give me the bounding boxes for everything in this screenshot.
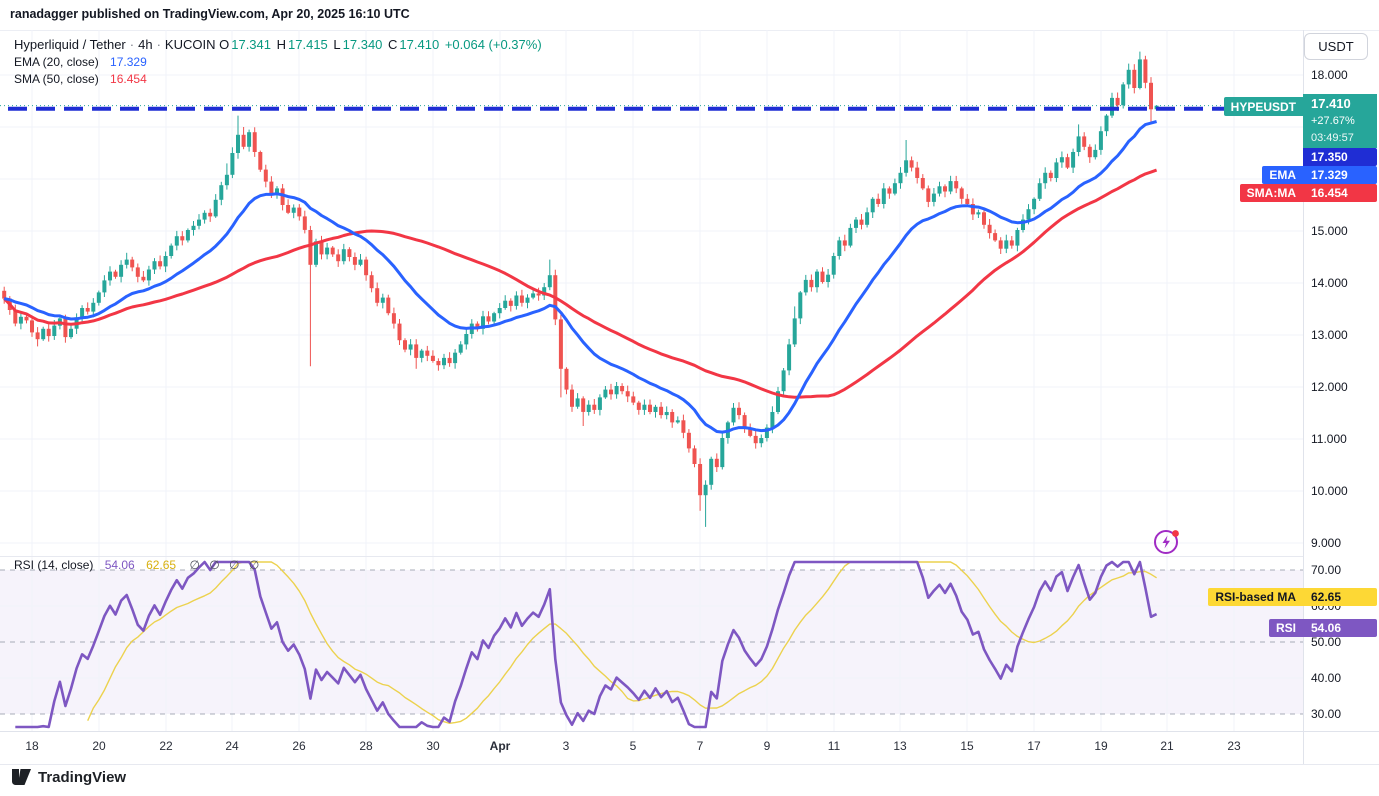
candle-countdown: 03:49:57 <box>1311 132 1354 144</box>
pane-divider[interactable] <box>0 556 1303 557</box>
time-tick-15: 15 <box>960 739 974 753</box>
ema-label: EMA (20, close) <box>14 55 99 69</box>
ema-price-badge: 17.329 <box>1303 166 1377 184</box>
sma-tag: SMA:MA <box>1239 184 1303 202</box>
time-tick-3: 3 <box>562 739 570 753</box>
alert-dot <box>1172 530 1179 537</box>
rsi-tick-70.00: 70.00 <box>1311 563 1342 577</box>
ohlc-values: O 17.341 H 17.415 L 17.340 C 17.410 +0.064 (… <box>219 37 542 52</box>
sma-value: 16.454 <box>110 72 147 86</box>
quick-trade-lightning-icon[interactable] <box>1152 526 1184 558</box>
time-tick-9: 9 <box>763 739 771 753</box>
rsi-label: RSI (14, close) <box>14 558 94 572</box>
rsi-line[interactable] <box>15 560 1158 729</box>
price-tick-11.000: 11.000 <box>1311 432 1347 446</box>
rsi-empty-slots: ∅ ∅ ∅ ∅ <box>189 558 263 572</box>
rsi-ma-value-badge: 62.65 <box>1303 588 1377 606</box>
time-tick-22: 22 <box>159 739 173 753</box>
currency-toggle-button[interactable]: USDT <box>1304 33 1368 60</box>
time-tick-5: 5 <box>629 739 637 753</box>
interval-label[interactable]: 4h <box>138 37 153 52</box>
time-tick-19: 19 <box>1094 739 1108 753</box>
price-change-percent: +27.67% <box>1311 115 1355 127</box>
price-tick-18.000: 18.000 <box>1311 68 1348 82</box>
tradingview-brand-link[interactable]: TradingView <box>12 769 126 786</box>
price-axis-border <box>1303 30 1304 764</box>
rsi-tick-50.00: 50.00 <box>1311 635 1342 649</box>
rsi-pane[interactable] <box>0 557 1303 731</box>
time-tick-13: 13 <box>893 739 907 753</box>
price-tick-13.000: 13.000 <box>1311 328 1348 342</box>
time-tick-18: 18 <box>25 739 39 753</box>
rsi-tick-40.00: 40.00 <box>1311 671 1342 685</box>
ema-tag: EMA <box>1262 166 1303 184</box>
exchange-label[interactable]: KUCOIN <box>164 37 216 52</box>
close-value: 17.410 <box>399 37 440 52</box>
price-tick-9.000: 9.000 <box>1311 536 1342 550</box>
time-tick-23: 23 <box>1227 739 1241 753</box>
price-pane[interactable] <box>0 30 1303 556</box>
time-tick-21: 21 <box>1160 739 1174 753</box>
price-tick-15.000: 15.000 <box>1311 224 1348 238</box>
time-tick-Apr: Apr <box>489 739 511 753</box>
time-tick-30: 30 <box>426 739 440 753</box>
last-price: 17.410 <box>1311 96 1351 111</box>
time-tick-11: 11 <box>827 739 841 753</box>
high-value: 17.415 <box>288 37 328 52</box>
ema-value: 17.329 <box>110 55 147 69</box>
rsi-tag: RSI <box>1268 619 1303 637</box>
rsi-ma-tag: RSI-based MA <box>1208 588 1303 606</box>
time-tick-28: 28 <box>359 739 373 753</box>
sma-legend-row[interactable]: SMA (50, close) 16.454 <box>14 72 147 86</box>
tradingview-brand-text: TradingView <box>38 769 127 786</box>
price-tick-12.000: 12.000 <box>1311 380 1348 394</box>
time-tick-20: 20 <box>92 739 106 753</box>
rsi-tick-30.00: 30.00 <box>1311 707 1342 721</box>
rsi-value: 54.06 <box>104 558 135 572</box>
symbol-price-badge: 17.410 +27.67% 03:49:57 <box>1303 94 1377 148</box>
time-tick-7: 7 <box>696 739 704 753</box>
tradingview-logo-icon <box>12 769 31 785</box>
rsi-ma-line[interactable] <box>87 561 1157 724</box>
symbol-price-tag: HYPEUSDT <box>1223 97 1303 116</box>
sma-50-line[interactable] <box>3 168 1158 399</box>
rsi-value-badge: 54.06 <box>1303 619 1377 637</box>
publish-byline: ranadagger published on TradingView.com,… <box>10 7 410 21</box>
price-tick-14.000: 14.000 <box>1311 276 1348 290</box>
footer-border <box>0 764 1379 765</box>
header-bar: ranadagger published on TradingView.com,… <box>0 0 1379 30</box>
low-value: 17.340 <box>342 37 383 52</box>
symbol-title[interactable]: Hyperliquid / Tether <box>14 37 126 52</box>
time-tick-26: 26 <box>292 739 306 753</box>
rsi-legend-row[interactable]: RSI (14, close) 54.06 62.65 ∅ ∅ ∅ ∅ <box>14 558 262 572</box>
time-tick-24: 24 <box>225 739 239 753</box>
sma-price-badge: 16.454 <box>1303 184 1377 202</box>
drawing-price-badge: 17.350 <box>1303 148 1377 166</box>
open-value: 17.341 <box>231 37 271 52</box>
symbol-legend-row[interactable]: Hyperliquid / Tether · 4h · KUCOIN O 17.341 H… <box>14 37 542 52</box>
rsi-ma-value: 62.65 <box>146 558 177 572</box>
ema-legend-row[interactable]: EMA (20, close) 17.329 <box>14 55 147 69</box>
header-divider <box>0 30 1379 31</box>
ema-20-line[interactable] <box>3 120 1158 434</box>
sma-label: SMA (50, close) <box>14 72 99 86</box>
price-tick-10.000: 10.000 <box>1311 484 1348 498</box>
change-value: +0.064 (+0.37%) <box>444 37 542 52</box>
time-tick-17: 17 <box>1027 739 1041 753</box>
time-axis-border <box>0 731 1379 732</box>
